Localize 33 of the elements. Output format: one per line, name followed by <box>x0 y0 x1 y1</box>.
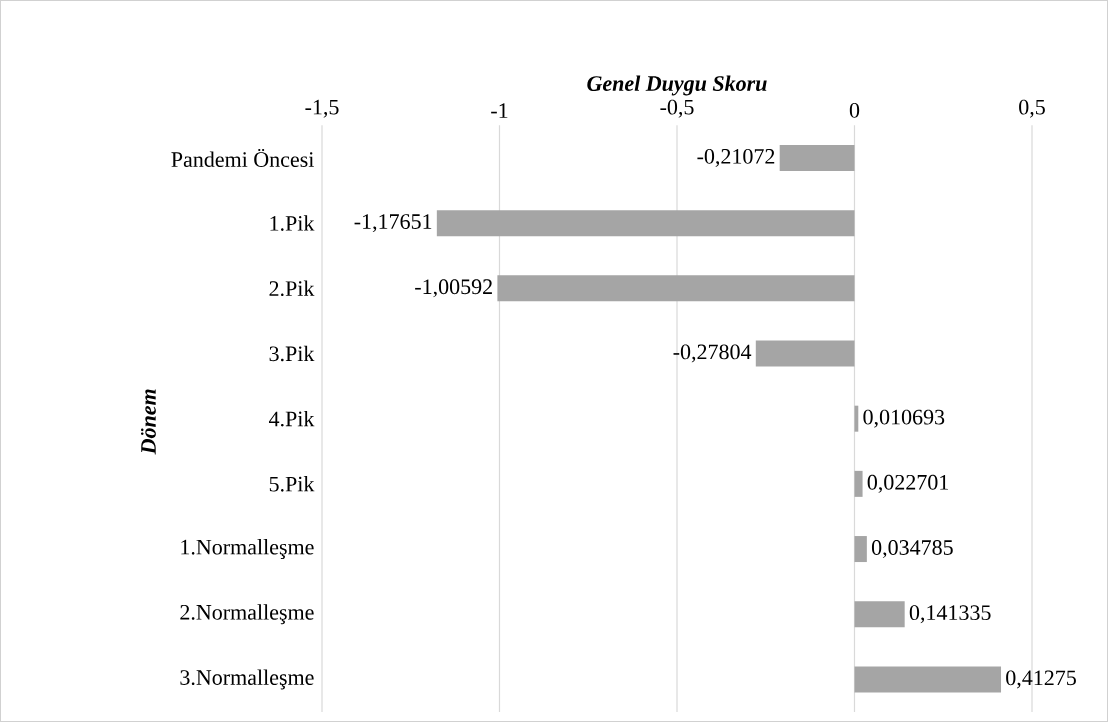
x-tick-label: -0,5 <box>660 99 694 118</box>
y-tick-label: 5.Pik <box>269 476 315 492</box>
x-tick-label: -1,5 <box>305 99 339 118</box>
y-tick-label: Pandemi Öncesi <box>171 148 314 167</box>
y-tick-label: 3.Pik <box>269 345 315 362</box>
bar <box>779 144 855 171</box>
y-tick-label: 1.Normalleşme <box>181 539 314 560</box>
data-label: -1,00592 <box>415 279 492 298</box>
bar <box>854 536 867 563</box>
bar <box>854 601 905 628</box>
data-label: 0,022701 <box>867 474 949 493</box>
bar <box>854 666 1002 693</box>
x-tick-label: 0,5 <box>1019 99 1045 118</box>
y-tick-label: 2.Normalleşme <box>180 604 314 625</box>
bar <box>497 275 855 302</box>
bar <box>854 470 863 497</box>
data-label: 0,41275 <box>1006 670 1076 689</box>
data-label: 0,010693 <box>863 409 945 428</box>
data-label: 0,034785 <box>871 540 953 559</box>
bar <box>755 340 855 367</box>
x-tick-label: -1 <box>491 103 508 118</box>
data-label: -0,27804 <box>673 344 752 363</box>
data-label: -1,17651 <box>354 214 432 233</box>
data-label: -0,21072 <box>697 148 775 167</box>
x-axis-title: Genel Duygu Skoru <box>587 75 767 96</box>
y-tick-label: 1.Pik <box>270 215 315 231</box>
x-tick-label: 0 <box>849 102 860 118</box>
y-tick-label: 4.Pik <box>268 410 315 427</box>
y-tick-label: 3.Normalleşme <box>180 669 314 690</box>
y-axis-title: Dönem <box>140 389 156 455</box>
bar <box>436 210 855 237</box>
data-label: 0,141335 <box>909 605 991 624</box>
y-tick-label: 2.Pik <box>269 280 315 297</box>
